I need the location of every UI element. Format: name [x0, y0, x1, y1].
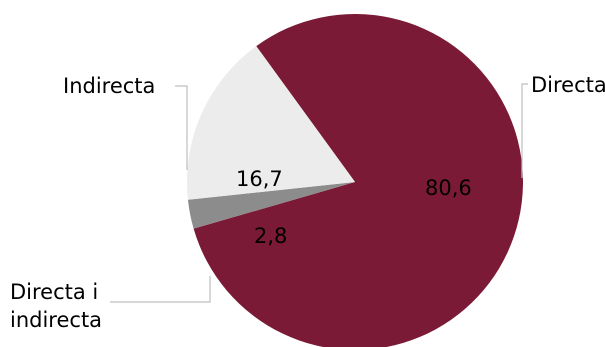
category-label-directa-i-indirecta-line1: Directa i — [10, 280, 98, 304]
slice-value-indirecta: 16,7 — [236, 167, 283, 191]
pie-slice-directa-i-indirecta — [187, 182, 355, 229]
leader-line-indirecta — [175, 85, 188, 170]
category-label-directa: Directa — [531, 73, 605, 97]
slice-value-directa-i-indirecta: 2,8 — [254, 224, 287, 248]
pie-slice-directa — [193, 14, 523, 347]
pie-slice-indirecta — [187, 46, 355, 200]
leader-line-directa — [521, 83, 528, 178]
category-label-indirecta: Indirecta — [63, 74, 155, 98]
pie-slices — [187, 14, 523, 347]
leader-line-directa-i-indirecta — [110, 276, 211, 303]
category-label-directa-i-indirecta-line2: indirecta — [10, 308, 102, 332]
slice-value-directa: 80,6 — [425, 176, 472, 200]
